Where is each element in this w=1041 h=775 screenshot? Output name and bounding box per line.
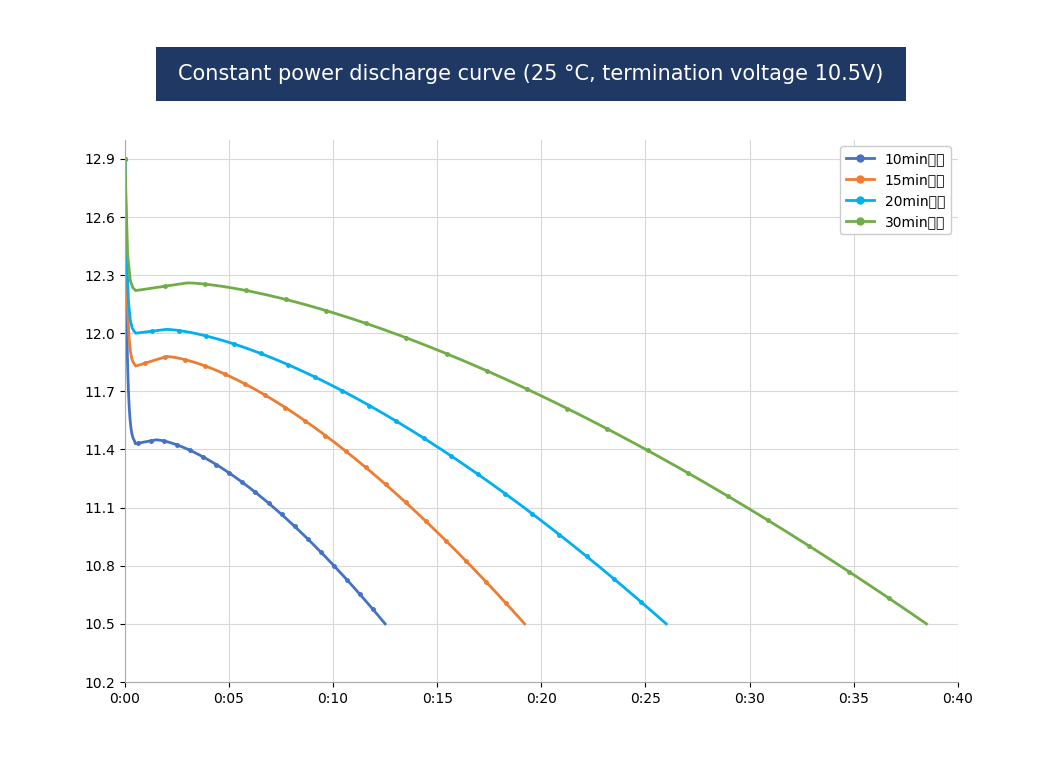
- 20min功率: [119, 154, 131, 164]
- 20min功率: [441, 449, 454, 458]
- 15min功率: [481, 578, 493, 587]
- 20min功率: [450, 455, 462, 464]
- 15min功率: [518, 619, 531, 629]
- 20min功率: [575, 547, 587, 556]
- 30min功率: [595, 422, 608, 431]
- 10min功率: [274, 508, 286, 518]
- 30min功率: [794, 536, 807, 545]
- 15min功率: [363, 466, 376, 475]
- 10min功率: [355, 591, 367, 600]
- Text: Constant power discharge curve (25 °C, termination voltage 10.5V): Constant power discharge curve (25 °C, t…: [178, 64, 884, 84]
- Line: 15min功率: 15min功率: [123, 157, 527, 625]
- 20min功率: [439, 447, 452, 456]
- 20min功率: [660, 619, 672, 629]
- Line: 30min功率: 30min功率: [123, 157, 929, 625]
- 30min功率: [593, 420, 606, 429]
- 15min功率: [456, 552, 468, 561]
- 30min功率: [845, 569, 858, 578]
- 30min功率: [920, 619, 933, 629]
- 30min功率: [609, 429, 621, 438]
- 15min功率: [119, 154, 131, 164]
- 15min功率: [357, 460, 370, 470]
- 30min功率: [119, 154, 131, 164]
- 30min功率: [122, 250, 134, 259]
- 10min功率: [119, 154, 131, 164]
- 10min功率: [379, 619, 391, 629]
- 20min功率: [609, 576, 621, 585]
- 10min功率: [278, 512, 290, 522]
- 10min功率: [120, 252, 132, 261]
- Line: 20min功率: 20min功率: [123, 157, 668, 625]
- 20min功率: [121, 256, 133, 265]
- Legend: 10min功率, 15min功率, 20min功率, 30min功率: 10min功率, 15min功率, 20min功率, 30min功率: [840, 146, 950, 234]
- 15min功率: [355, 460, 367, 469]
- 15min功率: [120, 253, 132, 262]
- Line: 10min功率: 10min功率: [123, 157, 387, 625]
- 10min功率: [273, 508, 285, 517]
- 10min功率: [338, 572, 351, 581]
